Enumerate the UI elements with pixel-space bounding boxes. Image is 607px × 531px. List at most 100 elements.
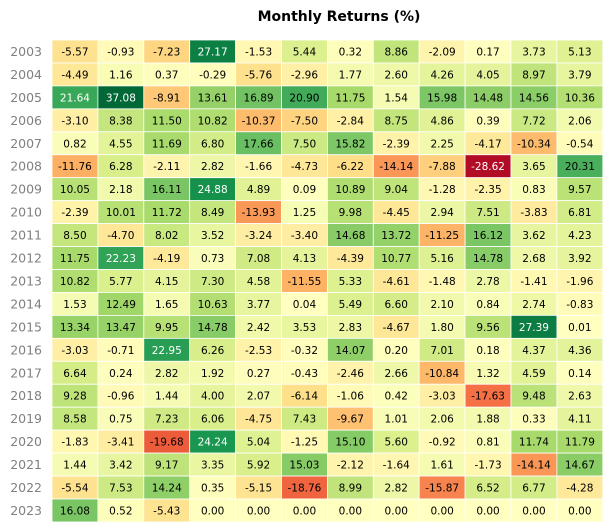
- cell-value-label: 14.07: [335, 345, 365, 357]
- cell-value-label: -4.61: [383, 276, 410, 288]
- cell-value-label: 27.17: [198, 46, 228, 58]
- cell-value-label: -0.93: [107, 46, 134, 58]
- cell-value-label: 3.77: [247, 299, 270, 311]
- year-tick-label: 2013: [10, 273, 42, 288]
- cell-value-label: 13.34: [60, 322, 90, 334]
- cell-value-label: 5.77: [109, 276, 132, 288]
- cell-value-label: 4.11: [568, 414, 591, 426]
- cell-value-label: 10.82: [60, 276, 90, 288]
- cell-value-label: -4.49: [61, 69, 88, 81]
- year-tick-label: 2012: [10, 251, 42, 266]
- cell-value-label: -5.43: [153, 505, 180, 517]
- cell-value-label: 0.39: [476, 115, 499, 127]
- cell-value-label: -1.64: [383, 460, 410, 472]
- cell-value-label: 7.23: [155, 414, 178, 426]
- heatmap-cell: [556, 498, 604, 523]
- cell-value-label: -14.14: [517, 460, 551, 472]
- cell-value-label: 0.27: [247, 368, 270, 380]
- cell-value-label: 4.58: [247, 276, 270, 288]
- cell-value-label: -7.50: [291, 115, 318, 127]
- cell-value-label: 2.78: [476, 276, 499, 288]
- cell-value-label: 4.00: [201, 391, 224, 403]
- cell-value-label: -3.83: [520, 207, 547, 219]
- cell-value-label: 13.47: [106, 322, 136, 334]
- cell-value-label: -18.76: [288, 483, 322, 495]
- year-tick-label: 2019: [10, 411, 42, 426]
- cell-value-label: -0.83: [566, 299, 593, 311]
- cell-value-label: -0.54: [566, 138, 593, 150]
- cell-value-label: -2.09: [429, 46, 456, 58]
- cell-value-label: 14.48: [473, 92, 503, 104]
- cell-value-label: 0.09: [293, 184, 316, 196]
- year-tick-label: 2017: [10, 365, 42, 380]
- cell-value-label: -2.39: [383, 138, 410, 150]
- cell-value-label: 11.75: [60, 253, 90, 265]
- cell-value-label: -1.25: [291, 437, 318, 449]
- cell-value-label: 8.99: [339, 483, 362, 495]
- cell-value-label: 0.14: [568, 368, 592, 380]
- cell-value-label: 1.16: [109, 69, 133, 81]
- cell-value-label: 7.43: [293, 414, 316, 426]
- cell-value-label: -2.84: [337, 115, 364, 127]
- cell-value-label: 4.89: [247, 184, 270, 196]
- cell-value-label: -2.35: [474, 184, 501, 196]
- cell-value-label: 10.77: [381, 253, 411, 265]
- cell-value-label: 1.44: [63, 460, 87, 472]
- cell-value-label: 1.25: [293, 207, 316, 219]
- year-tick-label: 2014: [10, 296, 42, 311]
- cell-value-label: 3.53: [293, 322, 316, 334]
- cell-value-label: 5.13: [568, 46, 591, 58]
- cell-value-label: -11.25: [425, 230, 459, 242]
- cell-value-label: 8.58: [63, 414, 86, 426]
- cell-value-label: 6.28: [109, 161, 132, 173]
- year-tick-label: 2004: [10, 67, 42, 82]
- cell-value-label: 1.65: [155, 299, 178, 311]
- cell-value-label: -13.93: [242, 207, 276, 219]
- cell-value-label: -10.84: [425, 368, 459, 380]
- cell-value-label: 15.03: [289, 460, 319, 472]
- cell-value-label: 10.82: [198, 115, 228, 127]
- cell-value-label: 0.00: [430, 505, 453, 517]
- cell-value-label: 9.17: [155, 460, 178, 472]
- cell-value-label: -1.41: [520, 276, 547, 288]
- cell-value-label: 11.50: [152, 115, 182, 127]
- cell-value-label: -1.53: [245, 46, 272, 58]
- cell-value-label: 6.06: [201, 414, 225, 426]
- cell-value-label: -19.68: [150, 437, 184, 449]
- cell-value-label: 2.94: [430, 207, 454, 219]
- cell-value-label: 6.77: [522, 483, 545, 495]
- cell-value-label: 4.05: [476, 69, 499, 81]
- cell-value-label: 4.15: [155, 276, 178, 288]
- cell-value-label: 27.39: [519, 322, 549, 334]
- cell-value-label: -1.96: [566, 276, 593, 288]
- cell-value-label: 20.90: [289, 92, 319, 104]
- cell-value-label: 14.68: [335, 230, 365, 242]
- cell-value-label: 11.79: [565, 437, 595, 449]
- cell-value-label: 0.52: [109, 505, 132, 517]
- cell-value-label: 0.24: [109, 368, 133, 380]
- cell-value-label: 10.01: [106, 207, 136, 219]
- cell-value-label: 8.02: [155, 230, 178, 242]
- cell-value-label: 0.37: [155, 69, 178, 81]
- cell-value-label: 9.28: [63, 391, 86, 403]
- cell-value-label: 14.78: [198, 322, 228, 334]
- cell-value-label: -2.12: [337, 460, 364, 472]
- cell-value-label: 1.88: [476, 414, 499, 426]
- cell-value-label: 0.00: [568, 505, 591, 517]
- cell-value-label: 3.79: [568, 69, 591, 81]
- cell-value-label: 7.08: [247, 253, 270, 265]
- cell-value-label: 10.89: [335, 184, 365, 196]
- cell-value-label: 21.64: [60, 92, 90, 104]
- cell-value-label: -0.43: [291, 368, 318, 380]
- cell-value-label: 1.32: [476, 368, 499, 380]
- cell-value-label: 15.10: [335, 437, 365, 449]
- year-tick-label: 2022: [10, 480, 42, 495]
- cell-value-label: -5.76: [245, 69, 272, 81]
- cell-value-label: 1.61: [430, 460, 453, 472]
- cell-value-label: 2.07: [247, 391, 270, 403]
- cell-value-label: 0.83: [522, 184, 545, 196]
- cell-value-label: -5.57: [61, 46, 88, 58]
- cell-value-label: 16.08: [60, 505, 90, 517]
- cell-value-label: 37.08: [106, 92, 136, 104]
- cell-value-label: 4.86: [430, 115, 454, 127]
